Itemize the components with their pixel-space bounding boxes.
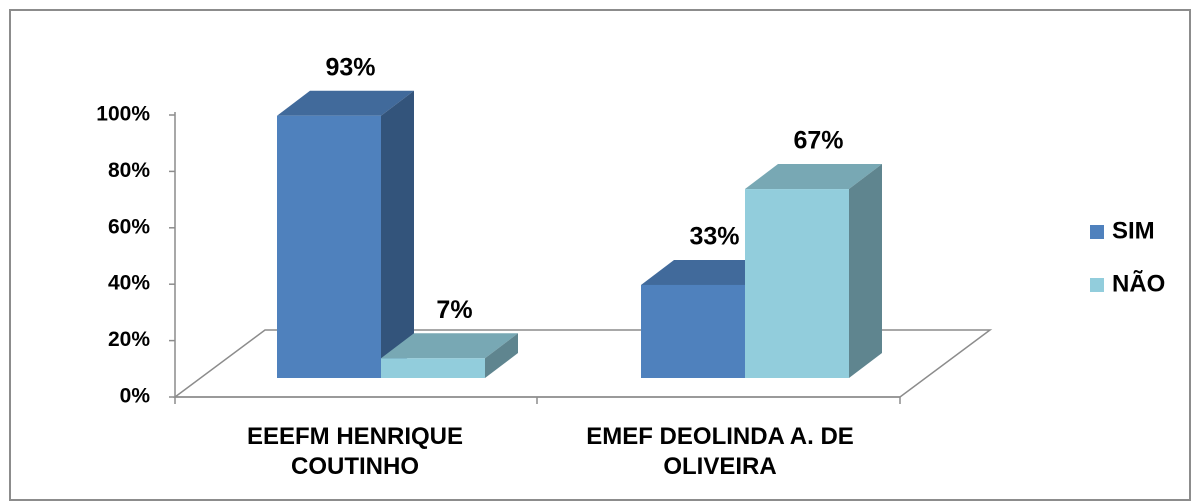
x-tick-label-box: EEEFM HENRIQUE COUTINHO (246, 423, 464, 480)
y-tick-label: 40% (108, 272, 150, 295)
y-tick-label: 0% (120, 385, 151, 408)
value-label: 67% (793, 127, 843, 155)
x-tick-label: EEEFM HENRIQUE COUTINHO (246, 423, 464, 480)
x-tick-label: EMEF DEOLINDA A. DE OLIVEIRA (586, 423, 854, 480)
bar-front (381, 358, 485, 378)
legend-swatch (1090, 278, 1104, 292)
legend-swatch (1090, 225, 1104, 239)
legend-label: NÃO (1112, 269, 1165, 297)
bar-top (277, 90, 414, 116)
bar (745, 164, 882, 378)
y-tick-label: 60% (108, 215, 150, 238)
legend-label: SIM (1112, 217, 1155, 244)
bar-side (485, 333, 518, 378)
bar-top (381, 333, 518, 359)
chart-frame (9, 9, 1191, 501)
bar-top (745, 164, 882, 190)
y-tick-label: 80% (108, 159, 150, 182)
y-tick-label: 100% (96, 103, 150, 126)
value-label: 7% (436, 296, 472, 324)
bar-front (641, 284, 745, 378)
bar (381, 333, 518, 378)
bar-side (849, 164, 882, 378)
x-tick-label-box: EMEF DEOLINDA A. DE OLIVEIRA (586, 423, 854, 480)
bar-side (381, 90, 414, 379)
bar-front (745, 189, 849, 378)
y-tick-label: 20% (108, 328, 150, 351)
value-label: 93% (325, 53, 375, 81)
bar-front (277, 115, 381, 379)
value-label: 33% (689, 223, 739, 251)
bar (277, 90, 414, 379)
bar-top (641, 259, 778, 285)
